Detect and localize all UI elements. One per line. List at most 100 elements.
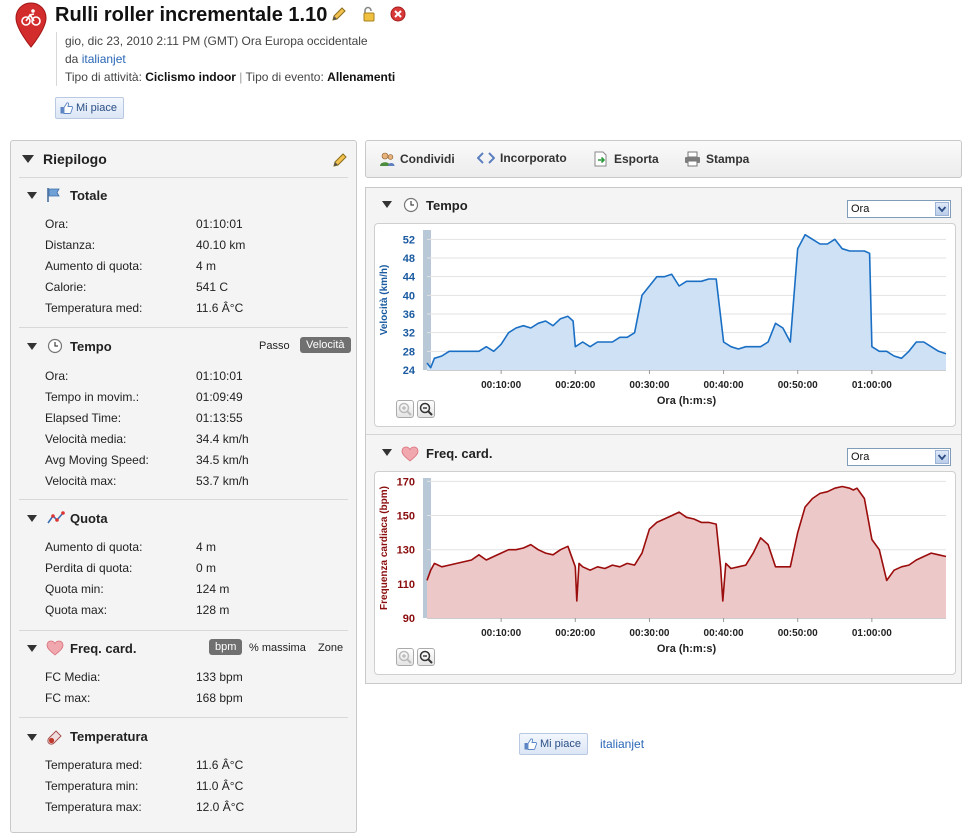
speed-chart: 24 28 32 36 40 44 48 52 00:10:00 00:20:00 00:30:00… [379, 230, 947, 407]
by-prefix: da [65, 52, 79, 66]
summary-row-label: Quota min: [45, 582, 104, 596]
collapse-heartrate-icon[interactable] [27, 645, 37, 652]
embed-label: Incorporato [500, 151, 567, 165]
event-type-value: Allenamenti [327, 70, 396, 84]
summary-row-value: 541 C [196, 280, 229, 294]
summary-row-label: FC max: [45, 691, 91, 705]
summary-row-value: 12.0 Â°C [196, 800, 245, 814]
summary-row-value: 01:10:01 [196, 369, 243, 383]
share-label: Condividi [400, 152, 455, 166]
x-axis-label: Ora (h:m:s) [657, 643, 717, 655]
elevation-icon [47, 511, 65, 524]
x-tick-label: 00:10:00 [481, 628, 521, 639]
summary-row-label: Distanza: [45, 238, 96, 252]
activity-date: gio, dic 23, 2010 2:11 PM (GMT) Ora Euro… [65, 34, 368, 48]
zoom-out-button[interactable] [417, 648, 435, 666]
collapse-totale-icon[interactable] [27, 192, 37, 199]
summary-row-label: Temperatura med: [45, 758, 143, 772]
summary-row-label: Temperatura min: [45, 779, 139, 793]
summary-row-label: Temperatura max: [45, 800, 142, 814]
share-button[interactable]: Condividi [379, 151, 455, 167]
series-area [427, 486, 946, 618]
activity-meta: gio, dic 23, 2010 2:11 PM (GMT) Ora Euro… [56, 32, 395, 86]
divider [19, 177, 348, 178]
y-tick-label: 32 [403, 328, 415, 340]
flag-icon [47, 188, 60, 202]
collapse-speed-chart-icon[interactable] [382, 201, 392, 208]
zoom-out-button[interactable] [417, 400, 435, 418]
summary-row-label: Tempo in movim.: [45, 390, 140, 404]
toggle-zones[interactable]: Zone [318, 642, 344, 654]
toggle-velocita[interactable]: Velocità [300, 337, 351, 353]
totale-title: Totale [70, 188, 108, 203]
speed-select-value: Ora [851, 203, 870, 215]
divider [366, 434, 961, 435]
x-tick-label: 00:50:00 [778, 628, 818, 639]
lock-icon[interactable] [361, 6, 377, 22]
collapse-summary-icon[interactable] [22, 155, 34, 163]
summary-row-value: 01:10:01 [196, 217, 243, 231]
summary-row-value: 168 bpm [196, 691, 243, 705]
export-icon [594, 151, 607, 167]
speed-chart-title: Tempo [426, 198, 468, 213]
footer-author-link[interactable]: italianjet [600, 737, 645, 751]
like-button[interactable]: Mi piace [55, 97, 124, 119]
start-marker-band [423, 230, 431, 370]
x-tick-label: 00:30:00 [629, 380, 669, 391]
clock-icon [47, 338, 63, 354]
y-axis-label: Frequenza cardiaca (bpm) [379, 486, 390, 610]
activity-title: Rulli roller incrementale 1.10 [55, 4, 328, 26]
x-tick-label: 01:00:00 [852, 380, 892, 391]
collapse-quota-icon[interactable] [27, 515, 37, 522]
speed-chart-box: 24 28 32 36 40 44 48 52 00:10:00 00:20:00 00:30:00… [374, 223, 956, 427]
summary-row-label: Aumento di quota: [45, 259, 143, 273]
print-button[interactable]: Stampa [684, 151, 749, 167]
summary-row-label: Elapsed Time: [45, 411, 122, 425]
summary-row-value: 11.0 Â°C [196, 779, 244, 793]
summary-row-label: Perdita di quota: [45, 561, 133, 575]
event-type-label: Tipo di evento: [245, 70, 324, 84]
activity-type-label: Tipo di attività: [65, 70, 142, 84]
footer-like-label: Mi piace [540, 738, 581, 750]
collapse-heartrate-chart-icon[interactable] [382, 449, 392, 456]
author-link[interactable]: italianjet [81, 52, 126, 66]
thumbs-up-icon [60, 102, 73, 114]
y-tick-label: 150 [397, 511, 415, 523]
zoom-out-icon [419, 650, 433, 664]
x-tick-label: 00:10:00 [481, 380, 521, 391]
y-tick-label: 90 [403, 613, 415, 625]
toggle-bpm[interactable]: bpm [209, 639, 243, 655]
embed-button[interactable]: Incorporato [477, 151, 567, 165]
charts-panel: Tempo Ora 24 28 32 36 40 44 48 52 00:10:00 00:20:… [365, 187, 962, 684]
summary-row-value: 01:13:55 [196, 411, 243, 425]
x-tick-label: 00:30:00 [629, 628, 669, 639]
zoom-in-button[interactable] [396, 400, 414, 418]
x-tick-label: 00:40:00 [704, 628, 744, 639]
thermometer-icon [47, 730, 62, 745]
zoom-in-button[interactable] [396, 648, 414, 666]
x-tick-label: 01:00:00 [852, 628, 892, 639]
delete-icon[interactable] [390, 6, 406, 22]
heartrate-xaxis-select[interactable]: Ora [847, 448, 951, 466]
toggle-max-percent[interactable]: % massima [249, 642, 306, 654]
x-tick-label: 00:20:00 [555, 628, 595, 639]
footer-like-button[interactable]: Mi piace [519, 733, 588, 755]
start-marker-band [423, 478, 431, 618]
print-label: Stampa [706, 152, 750, 166]
edit-summary-pencil-icon[interactable] [332, 152, 348, 168]
collapse-tempo-icon[interactable] [27, 343, 37, 350]
y-tick-label: 130 [397, 545, 415, 557]
toggle-passo[interactable]: Passo [259, 340, 290, 352]
collapse-temperature-icon[interactable] [27, 734, 37, 741]
divider [19, 499, 348, 500]
summary-row-value: 11.6 Â°C [196, 301, 244, 315]
summary-row-value: 34.5 km/h [196, 453, 249, 467]
x-axis-label: Ora (h:m:s) [657, 395, 717, 407]
edit-pencil-icon[interactable] [331, 6, 347, 22]
speed-xaxis-select[interactable]: Ora [847, 200, 951, 218]
export-button[interactable]: Esporta [593, 151, 659, 167]
y-tick-label: 24 [403, 365, 416, 377]
summary-row-value: 133 bpm [196, 670, 243, 684]
activity-author-line: da italianjet [65, 50, 395, 68]
summary-row-value: 4 m [196, 540, 217, 554]
